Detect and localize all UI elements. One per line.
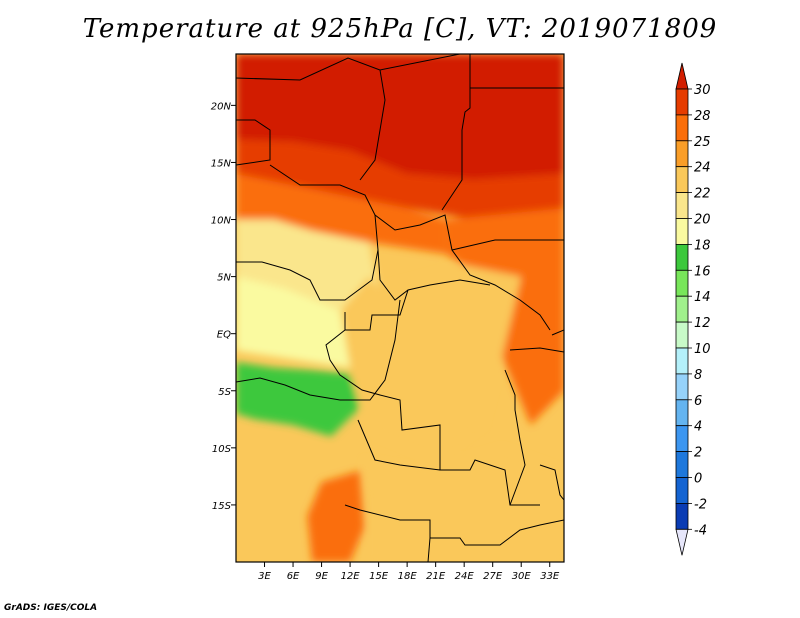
region-gulf-of-guinea-coast-cameroon — [236, 219, 379, 311]
colorbar-swatch — [675, 243, 689, 271]
colorbar-swatch — [675, 140, 689, 168]
boundary-line — [504, 369, 526, 506]
colorbar-swatch — [675, 373, 689, 401]
y-tick-label: 20N — [211, 101, 232, 112]
colorbar-label: 22 — [694, 187, 711, 202]
colorbar-label: 2 — [694, 446, 702, 461]
region-southern-africa-plateau — [364, 447, 564, 562]
colorbar-low-triangle — [675, 528, 689, 556]
x-axis: 3E 6E 9E 12E 15E 18E 21E 24E 27E 30E 33E — [258, 562, 560, 582]
region-east-africa-south-sudan — [445, 208, 564, 425]
y-tick-label: 10N — [211, 216, 232, 227]
colorbar-swatch — [675, 88, 689, 116]
colorbar-swatch — [675, 166, 689, 193]
colorbar-swatch — [675, 425, 689, 453]
x-tick-label: 9E — [315, 571, 328, 582]
boundary-line — [509, 347, 564, 353]
colorbar-swatch — [675, 192, 689, 219]
colorbar-label: 28 — [694, 109, 711, 124]
region-sahel-belt — [236, 139, 564, 220]
x-tick-label: 12E — [341, 571, 361, 582]
colorbar-label: 25 — [694, 135, 711, 150]
colorbar-label: 0 — [694, 472, 702, 487]
x-tick-label: 33E — [540, 571, 560, 582]
colorbar-label: 18 — [694, 238, 711, 253]
colorbar-high-triangle — [675, 62, 689, 90]
country-boundaries — [236, 54, 564, 562]
x-tick-label: 21E — [426, 571, 446, 582]
boundary-line — [344, 504, 564, 546]
region-southern-angola-lowlands — [307, 470, 365, 562]
temperature-field — [236, 54, 564, 562]
y-tick-label: 5N — [217, 273, 231, 284]
colorbar-label: 4 — [694, 420, 702, 435]
colorbar-label: 14 — [694, 290, 711, 305]
x-tick-label: 3E — [258, 571, 271, 582]
colorbar-swatch — [675, 347, 689, 375]
boundary-line — [379, 54, 463, 71]
x-tick-label: 18E — [398, 571, 418, 582]
x-tick-label: 15E — [369, 571, 389, 582]
colorbar-swatch — [675, 218, 689, 245]
colorbar-swatch — [675, 477, 689, 504]
colorbar-label: -2 — [694, 497, 707, 512]
boundary-line — [374, 214, 551, 331]
colorbar-label: 24 — [694, 161, 711, 176]
boundary-line — [236, 119, 271, 166]
colorbar-label: -4 — [694, 523, 707, 538]
plot-frame — [235, 53, 565, 563]
grads-credit: GrADS: IGES/COLA — [4, 603, 98, 613]
colorbar-label: 10 — [694, 342, 711, 357]
boundary-line — [539, 464, 564, 501]
y-axis: 20N 15N 10N 5N EQ 5S 10S 15S — [211, 101, 236, 512]
boundary-line — [236, 377, 358, 401]
colorbar-label: 30 — [694, 83, 711, 98]
region-congo-basin — [340, 265, 522, 460]
boundary-line — [441, 54, 471, 211]
y-tick-label: 5S — [218, 387, 231, 398]
y-tick-label: 15N — [211, 158, 232, 169]
colorbar-swatch — [675, 399, 689, 427]
y-tick-label: 15S — [212, 501, 232, 512]
colorbar-swatch — [675, 295, 689, 323]
colorbar-label: 8 — [694, 368, 702, 383]
colorbar-swatch — [675, 321, 689, 349]
boundary-line — [357, 419, 441, 471]
region-sahara-north- — [236, 54, 564, 180]
boundary-line — [427, 537, 431, 562]
region-northern-nigeria-chad-band — [236, 173, 446, 254]
colorbar-swatch — [675, 502, 689, 530]
colorbar-label: 12 — [694, 316, 711, 331]
colorbar-label: 20 — [694, 213, 711, 228]
region-atlantic-ocean-4-9s- — [236, 362, 360, 437]
boundary-line — [325, 329, 540, 506]
colorbar-label: 16 — [694, 264, 711, 279]
boundary-line — [551, 329, 564, 336]
chart-title: Temperature at 925hPa [C], VT: 201907180… — [82, 14, 718, 44]
x-tick-label: 6E — [287, 571, 300, 582]
region-atlantic-ocean-0-3s- — [236, 276, 351, 368]
boundary-line — [358, 299, 401, 401]
colorbar-swatch — [675, 114, 689, 142]
colorbar-swatch — [675, 451, 689, 478]
x-tick-label: 24E — [455, 571, 475, 582]
boundary-line — [236, 164, 379, 301]
y-tick-label: 10S — [212, 444, 232, 455]
boundary-line — [451, 239, 564, 251]
colorbar-label: 6 — [694, 394, 702, 409]
colorbar-swatch — [675, 269, 689, 297]
x-tick-label: 27E — [483, 571, 503, 582]
y-tick-label: EQ — [217, 330, 231, 341]
x-tick-label: 30E — [512, 571, 532, 582]
boundary-line — [344, 289, 409, 331]
